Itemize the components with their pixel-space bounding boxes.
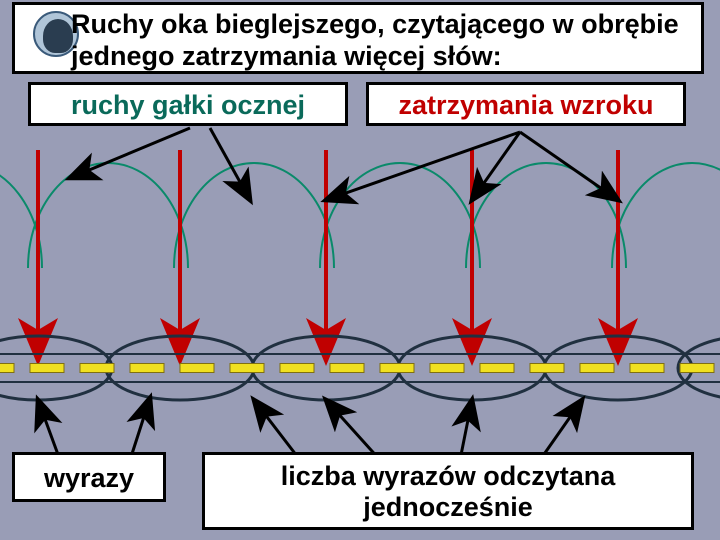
label-words: wyrazy	[12, 452, 166, 502]
bottom-right-text: liczba wyrazów odczytana jednocześnie	[205, 455, 691, 523]
label-left-text: ruchy gałki ocznej	[31, 85, 345, 125]
label-words-per-fixation: liczba wyrazów odczytana jednocześnie	[202, 452, 694, 530]
bottom-left-text: wyrazy	[15, 455, 163, 501]
title-text: Ruchy oka bieglejszego, czytającego w ob…	[71, 9, 707, 73]
title-box: Ruchy oka bieglejszego, czytającego w ob…	[12, 2, 704, 74]
label-fixations: zatrzymania wzroku	[366, 82, 686, 126]
label-right-text: zatrzymania wzroku	[369, 85, 683, 125]
label-eye-movements: ruchy gałki ocznej	[28, 82, 348, 126]
